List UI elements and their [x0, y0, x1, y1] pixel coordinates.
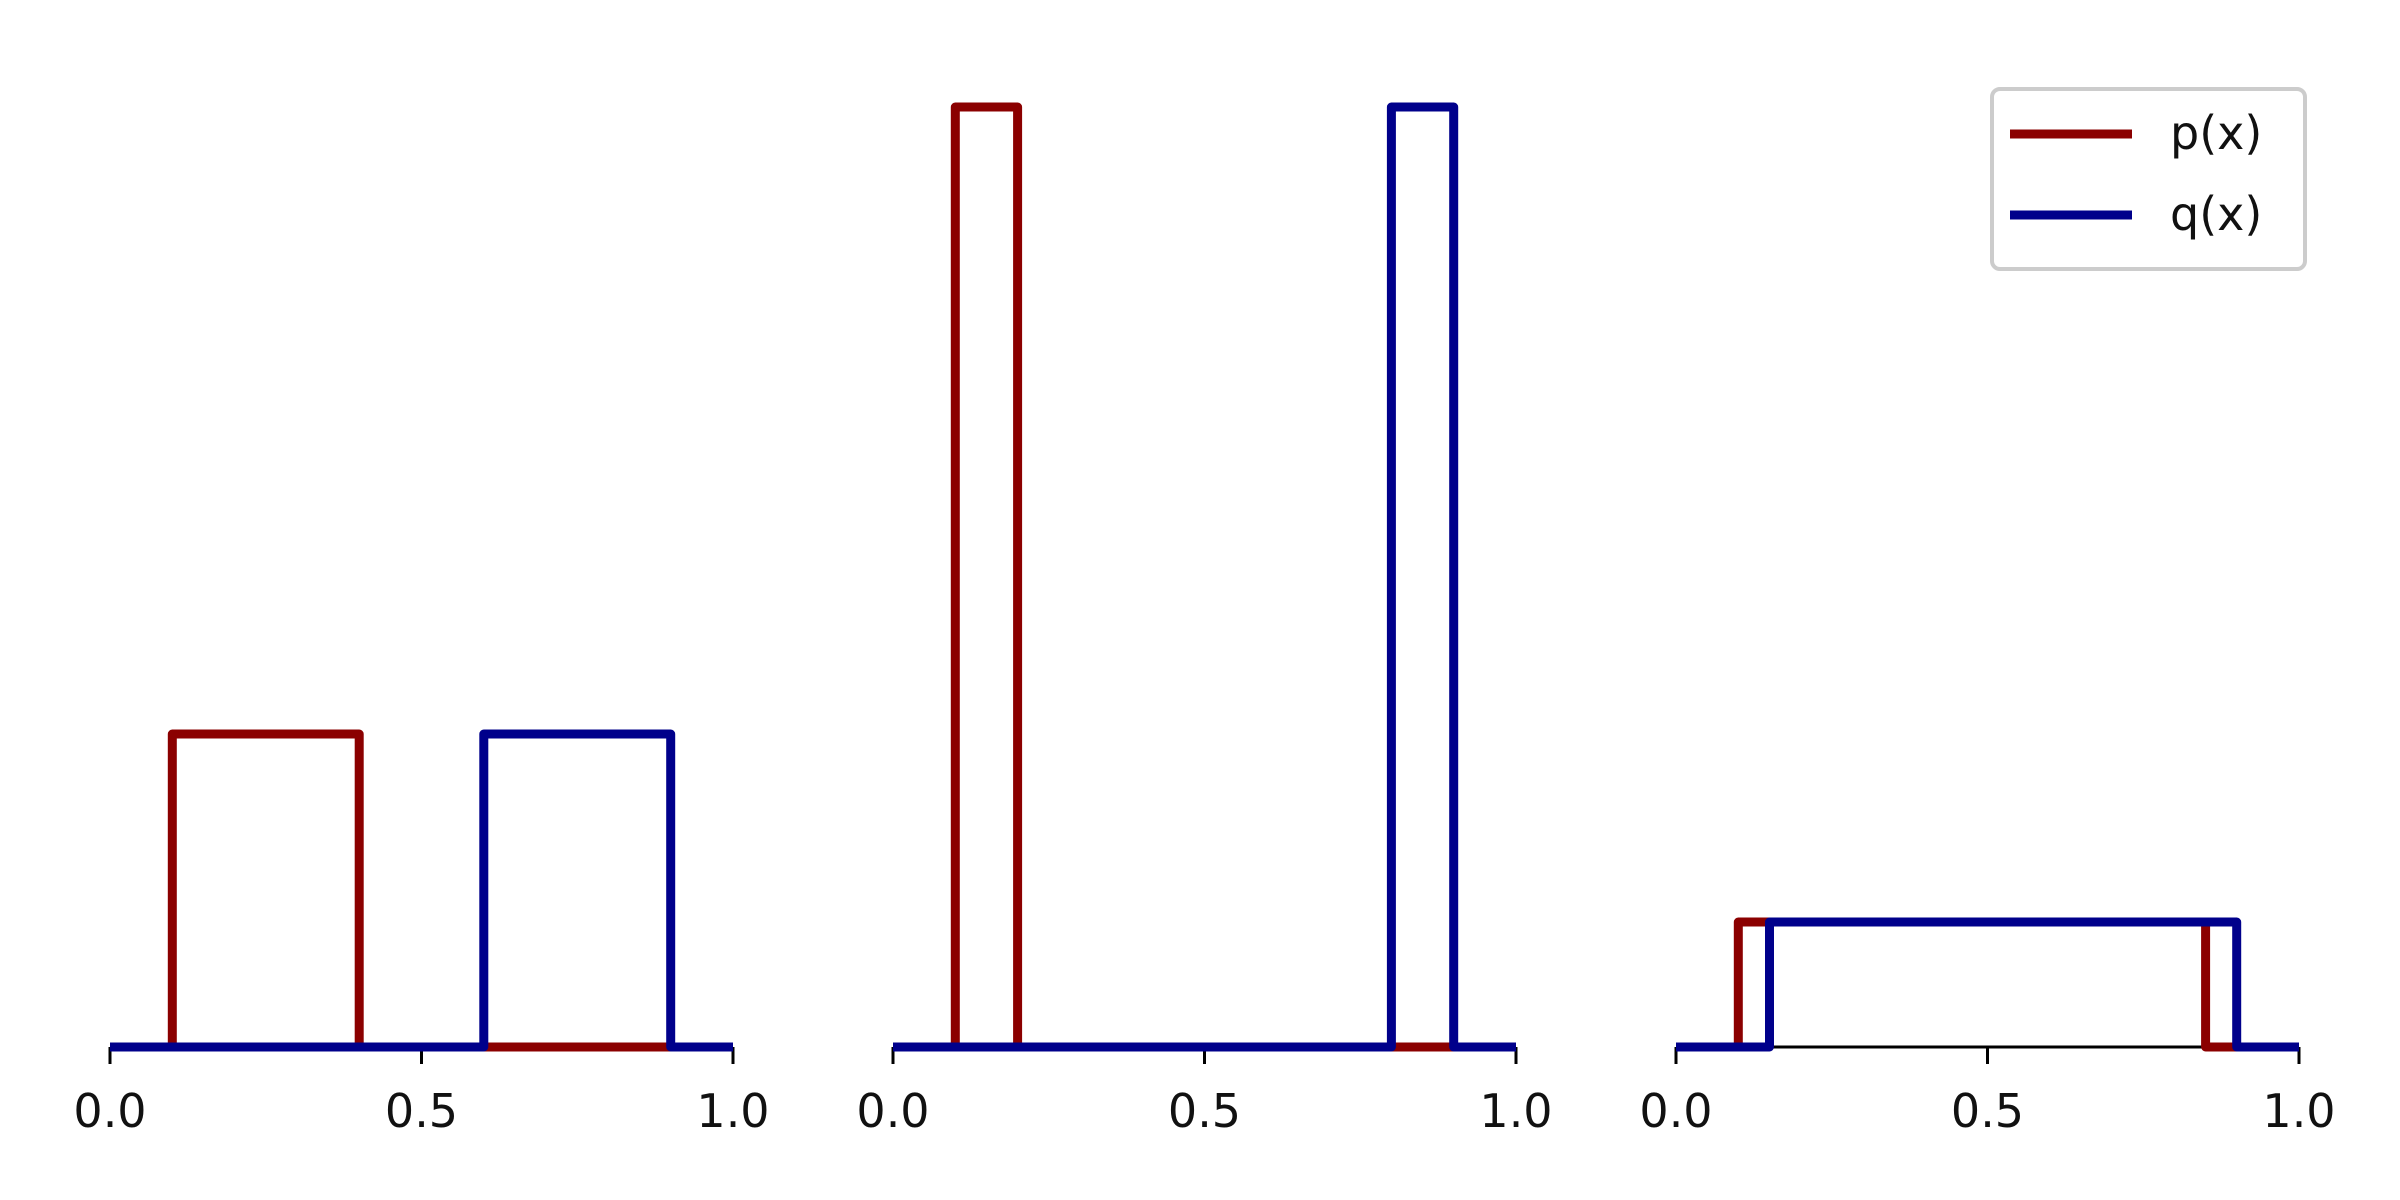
legend: p(x) q(x) [1990, 87, 2307, 271]
x-tick-label: 0.0 [1639, 1084, 1712, 1138]
legend-label-p: p(x) [2170, 106, 2262, 160]
panels: 0.0 0.5 1.0 0.0 0.5 1.0 0.0 0.5 1.0 [73, 102, 2336, 1138]
panel-3: 0.0 0.5 1.0 [1639, 917, 2336, 1138]
x-tick-label: 0.5 [385, 1084, 458, 1138]
x-tick-label: 0.5 [1168, 1084, 1241, 1138]
x-tick-label: 1.0 [2262, 1084, 2335, 1138]
x-tick-label: 0.0 [856, 1084, 929, 1138]
series-line-p [110, 729, 733, 1052]
series-line-q [893, 102, 1516, 1052]
x-tick-label: 1.0 [696, 1084, 769, 1138]
series-line-q [1676, 917, 2299, 1052]
panel-2: 0.0 0.5 1.0 [856, 102, 1553, 1138]
legend-label-q: q(x) [2170, 187, 2262, 241]
panel-1: 0.0 0.5 1.0 [73, 729, 770, 1138]
x-tick-label: 1.0 [1479, 1084, 1552, 1138]
x-tick-label: 0.0 [73, 1084, 146, 1138]
series-line-q [110, 729, 733, 1052]
series-line-p [893, 102, 1516, 1052]
x-tick-label: 0.5 [1951, 1084, 2024, 1138]
